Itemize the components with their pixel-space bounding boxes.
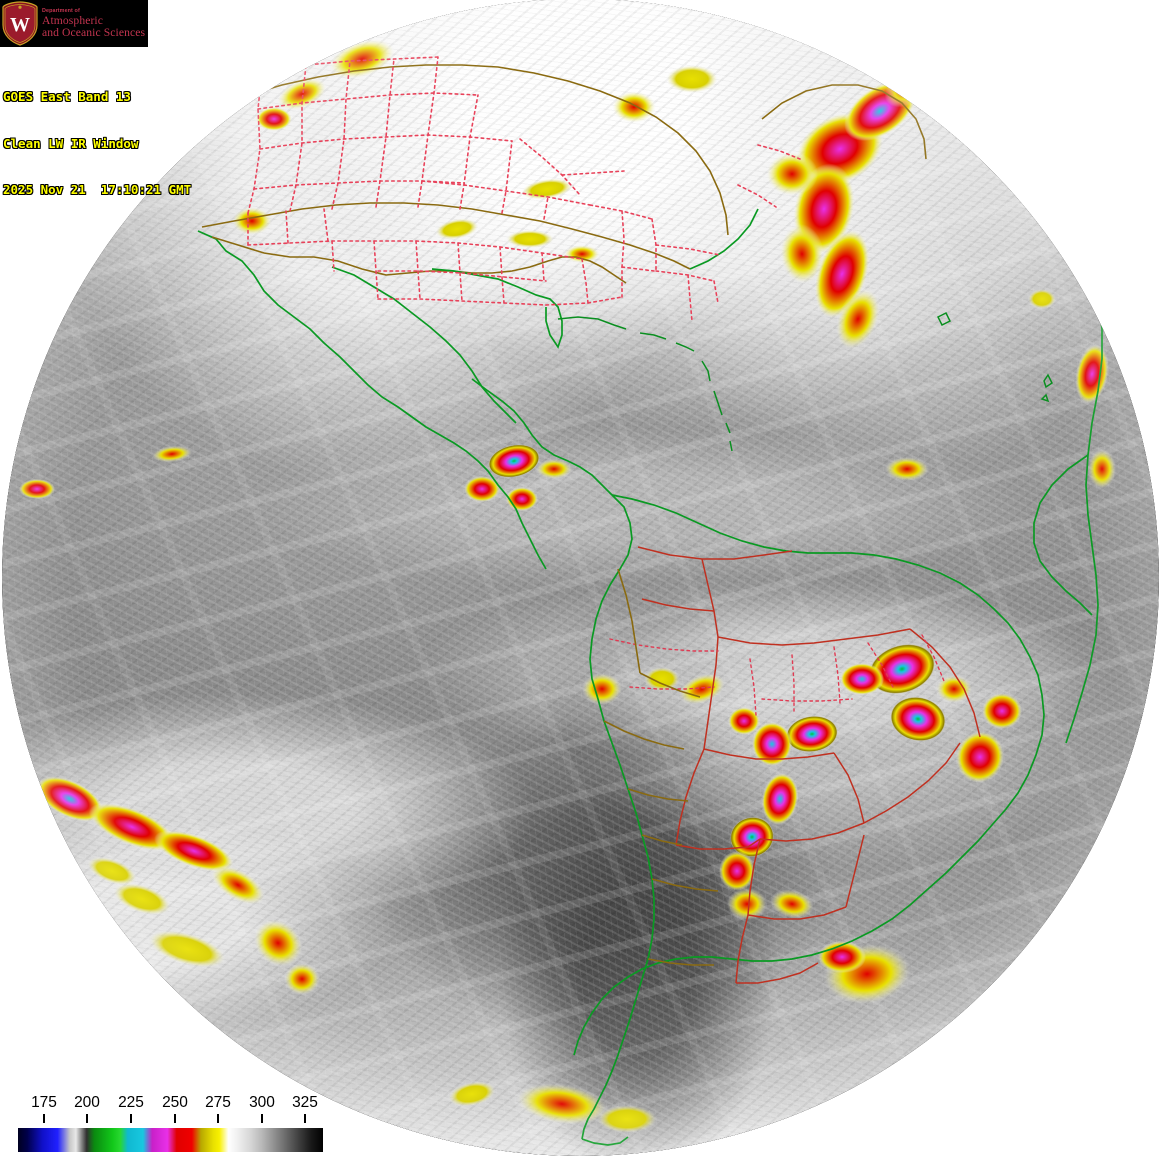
- svg-text:W: W: [10, 14, 30, 36]
- colorbar-tick-label: 225: [118, 1094, 144, 1111]
- colorbar-tick-label: 200: [74, 1094, 100, 1111]
- colorbar-tick-mark: [174, 1114, 176, 1123]
- uw-crest-icon: W: [2, 1, 38, 46]
- image-annotation-block: GOES East Band 13 Clean LW IR Window 202…: [3, 58, 191, 213]
- colorbar-gradient: [18, 1128, 323, 1152]
- logo-department-line: Department of: [42, 7, 80, 14]
- colorbar-tick-mark: [43, 1114, 45, 1123]
- logo-line-1: Atmospheric: [42, 14, 103, 28]
- colorbar-tick-label: 325: [292, 1094, 318, 1111]
- colorbar-tick-mark: [86, 1114, 88, 1123]
- colorbar-tick-mark: [261, 1114, 263, 1123]
- colorbar-tick-mark: [304, 1114, 306, 1123]
- uw-aos-logo-banner: W Department of Atmospheric and Oceanic …: [0, 0, 148, 47]
- temperature-colorbar-legend: 175 200 225 250 275 300 325: [0, 1094, 360, 1160]
- colorbar-ticks: [0, 1114, 360, 1123]
- logo-line-2: and Oceanic Sciences: [42, 25, 146, 39]
- annotation-line-satellite-band: GOES East Band 13: [3, 89, 131, 104]
- annotation-line-product: Clean LW IR Window: [3, 135, 139, 151]
- colorbar-tick-labels: 175 200 225 250 275 300 325: [0, 1094, 360, 1114]
- colorbar-tick-mark: [130, 1114, 132, 1123]
- colorbar-tick-label: 275: [205, 1094, 231, 1111]
- colorbar-tick-label: 250: [162, 1094, 188, 1111]
- colorbar-tick-label: 300: [249, 1094, 275, 1111]
- colorbar-tick-label: 175: [31, 1094, 57, 1111]
- annotation-line-timestamp: 2025 Nov 21 17:10:21 GMT: [3, 182, 192, 197]
- colorbar-tick-mark: [217, 1114, 219, 1123]
